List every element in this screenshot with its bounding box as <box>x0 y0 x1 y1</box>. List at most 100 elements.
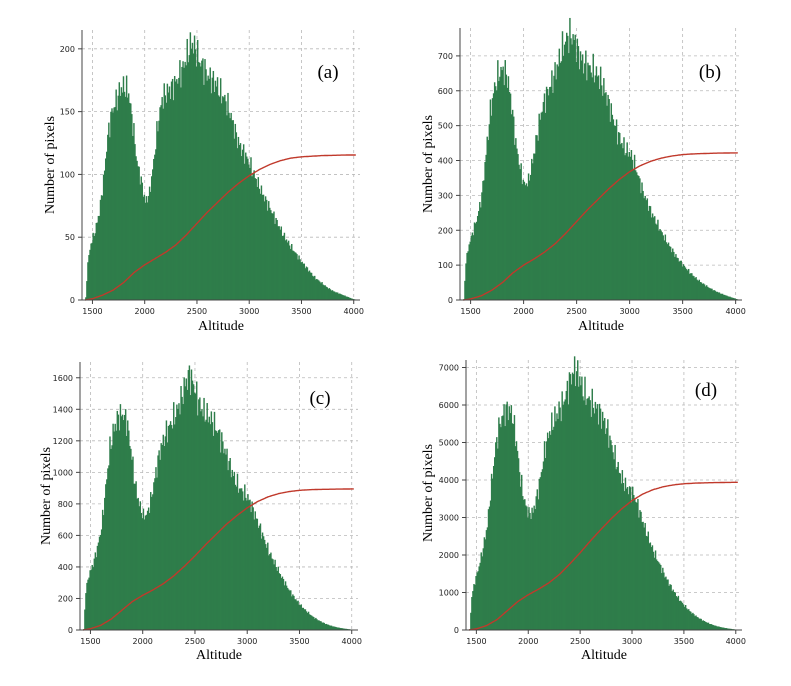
histogram-bar <box>467 251 469 300</box>
histogram-bar <box>713 290 715 300</box>
histogram-bar <box>534 509 536 630</box>
histogram-bar <box>100 529 103 630</box>
histogram-bar <box>680 601 683 630</box>
histogram-bar <box>181 66 183 300</box>
histogram-bar <box>654 550 657 630</box>
histogram-bar <box>230 477 232 630</box>
histogram-bar <box>324 285 326 300</box>
histogram-bar <box>311 275 314 300</box>
histogram-bar <box>486 136 488 300</box>
histogram-bar <box>578 386 580 630</box>
histogram-bar <box>141 518 144 630</box>
histogram-bar <box>123 91 126 300</box>
histogram-bar <box>105 484 107 630</box>
histogram-bar <box>180 87 182 300</box>
histogram-bar <box>98 215 101 300</box>
histogram-bar <box>110 111 112 301</box>
histogram-bar <box>351 298 354 300</box>
histogram-bar <box>282 578 285 630</box>
y-tick-label: 6000 <box>439 401 459 410</box>
x-tick-label: 2000 <box>513 307 533 316</box>
histogram-bar <box>709 288 711 300</box>
histogram-bar <box>275 217 277 300</box>
histogram-bar <box>120 87 123 300</box>
histogram-bar <box>474 584 476 630</box>
histogram-bar <box>665 576 667 630</box>
histogram-bar <box>514 446 517 630</box>
histogram-bar <box>625 153 627 300</box>
histogram-bar <box>621 470 624 630</box>
x-tick-label: 4000 <box>344 307 364 316</box>
histogram-bar <box>477 571 479 630</box>
histogram-bar <box>226 448 228 630</box>
histogram-bar <box>213 91 216 300</box>
histogram-bar <box>727 628 729 630</box>
histogram-bar <box>302 607 305 630</box>
histogram-bar <box>329 625 332 630</box>
histogram-bar <box>722 627 724 630</box>
histogram-bar <box>488 506 491 630</box>
histogram-bar <box>554 62 556 301</box>
histogram-bar <box>597 75 600 301</box>
histogram-bar <box>276 570 278 630</box>
histogram-bar <box>551 70 553 300</box>
histogram-bar <box>150 176 153 300</box>
histogram-bar <box>104 158 107 300</box>
histogram-bar <box>131 459 133 630</box>
histogram-bar <box>598 403 601 630</box>
histogram-bar <box>733 298 735 300</box>
histogram-bar <box>307 611 310 630</box>
cumulative-curve <box>82 488 354 631</box>
histogram-bar <box>570 38 572 300</box>
histogram-bar <box>108 465 110 630</box>
histogram-bar <box>196 39 199 300</box>
histogram-bar <box>160 105 162 300</box>
histogram-bar <box>145 196 148 300</box>
histogram-bar <box>208 416 210 630</box>
histogram-bar <box>193 35 196 300</box>
histogram-bar <box>166 83 169 301</box>
histogram-bar <box>298 255 300 300</box>
histogram-bar <box>123 414 126 630</box>
histogram-bar <box>544 458 547 630</box>
histogram-bar <box>662 567 664 630</box>
histogram-bar <box>161 97 163 301</box>
histogram-bar <box>318 620 320 630</box>
histogram-bar <box>192 53 195 300</box>
histogram-bar <box>570 384 573 630</box>
histogram-bar <box>102 174 105 300</box>
histogram-bar <box>339 627 341 630</box>
histogram-bar <box>306 267 309 300</box>
panel-label: (d) <box>695 380 717 401</box>
histogram-bar <box>640 193 642 300</box>
histogram-bar <box>708 287 710 300</box>
histogram-bar <box>225 454 227 630</box>
histogram-bar <box>628 152 631 300</box>
histogram-bar <box>673 251 675 300</box>
histogram-bar <box>296 254 298 300</box>
histogram-bar <box>657 219 659 300</box>
histogram-bar <box>480 207 482 300</box>
histogram-bar <box>178 77 180 300</box>
histogram-bar <box>208 78 210 300</box>
histogram-bar <box>536 135 538 300</box>
histogram-bar <box>143 194 146 300</box>
histogram-bar <box>622 148 624 300</box>
histogram-bar <box>264 544 267 630</box>
histogram-bar <box>264 196 267 300</box>
histogram-bar <box>661 232 663 300</box>
histogram-bar <box>87 579 89 630</box>
histogram-bar <box>653 557 656 630</box>
histogram-bar <box>479 562 481 630</box>
histogram-bar <box>616 144 619 300</box>
histogram-bar <box>184 61 186 300</box>
histogram-bar <box>321 282 323 300</box>
histogram-bar <box>535 135 537 300</box>
histogram-bar <box>321 622 323 630</box>
histogram-bar <box>327 288 330 300</box>
histogram-bar <box>508 406 510 630</box>
histogram-series <box>469 356 740 630</box>
y-tick-label: 100 <box>438 261 453 270</box>
histogram-bar <box>507 420 509 630</box>
histogram-bar <box>343 628 345 630</box>
